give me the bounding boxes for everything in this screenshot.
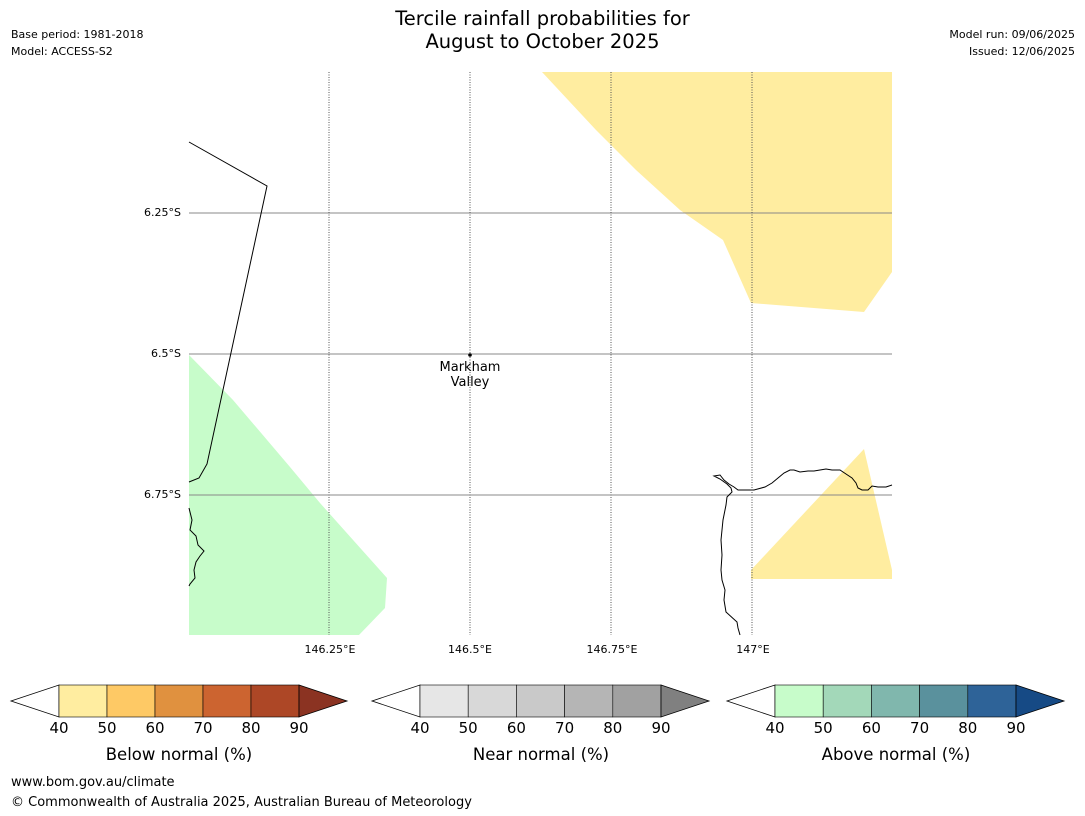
lon-tick-label: 147°E <box>736 643 770 656</box>
legend-label-near-normal: Near normal (%) <box>472 745 610 764</box>
colorbar-segment <box>612 684 662 718</box>
model-name: Model: ACCESS-S2 <box>11 45 113 58</box>
meta-right: Model run: 09/06/2025 Issued: 12/06/2025 <box>949 26 1075 60</box>
colorbar-segment <box>564 684 614 718</box>
title-line-1: Tercile rainfall probabilities for <box>395 7 690 30</box>
colorbar-segment <box>419 684 469 718</box>
coastline-east <box>712 468 893 636</box>
colorbar-tick-label: 60 <box>861 719 881 737</box>
below-normal-region-north <box>542 72 892 312</box>
legend-label-below-normal: Below normal (%) <box>105 745 253 764</box>
colorbar-segment <box>106 684 156 718</box>
colorbar-max-extension <box>660 684 711 718</box>
colorbar-tick-label: 90 <box>1006 719 1026 737</box>
coastlines <box>188 141 893 636</box>
colorbar-segment <box>250 684 300 718</box>
map-title: Tercile rainfall probabilities for Augus… <box>0 7 1085 53</box>
legend-label-above-normal: Above normal (%) <box>821 745 971 764</box>
colorbar-segment <box>774 684 824 718</box>
coastline-west <box>188 141 268 483</box>
colorbar-segment <box>967 684 1017 718</box>
colorbar-segment <box>822 684 872 718</box>
colorbar-tick-label: 90 <box>651 719 671 737</box>
location-marker-icon <box>468 353 472 357</box>
colorbar-tick-label: 60 <box>145 719 165 737</box>
colorbar-tick-label: 50 <box>97 719 117 737</box>
colorbar-tick-label: 40 <box>765 719 785 737</box>
footer-copyright: © Commonwealth of Australia 2025, Austra… <box>11 795 472 810</box>
below-normal-region-southeast <box>751 449 892 579</box>
place-name-line-1: Markham <box>439 360 501 375</box>
place-label-markham-valley: Markham Valley <box>410 360 530 390</box>
issued-date: Issued: 12/06/2025 <box>968 45 1075 58</box>
colorbar-segment <box>154 684 204 718</box>
colorbar-segment <box>467 684 517 718</box>
colorbar-tick-label: 90 <box>289 719 309 737</box>
colorbar-max-extension <box>298 684 349 718</box>
model-run: Model run: 09/06/2025 <box>949 28 1075 41</box>
coastline-southwest <box>188 507 205 587</box>
lon-tick-label: 146.75°E <box>586 643 638 656</box>
lon-tick-label: 146.5°E <box>448 643 492 656</box>
colorbar-tick-label: 50 <box>813 719 833 737</box>
meta-left: Base period: 1981-2018 Model: ACCESS-S2 <box>11 26 143 60</box>
colorbar-segment <box>516 684 565 718</box>
place-name-line-2: Valley <box>450 375 490 390</box>
colorbar-segment <box>919 684 969 718</box>
colorbar-above-normal <box>725 684 1066 718</box>
footer-url[interactable]: www.bom.gov.au/climate <box>11 775 175 790</box>
colorbar-tick-label: 40 <box>49 719 69 737</box>
colorbar-segment <box>202 684 252 718</box>
lat-tick-label: 6.25°S <box>144 206 181 219</box>
map-area <box>188 72 893 636</box>
colorbar-tick-label: 60 <box>506 719 526 737</box>
lat-tick-label: 6.5°S <box>151 347 181 360</box>
colorbar-tick-label: 40 <box>410 719 430 737</box>
colorbar-below-normal <box>9 684 349 718</box>
colorbar-min-extension <box>370 684 421 718</box>
colorbar-min-extension <box>725 684 776 718</box>
base-period: Base period: 1981-2018 <box>11 28 144 41</box>
latitude-gridlines <box>189 212 892 496</box>
colorbar-tick-label: 70 <box>193 719 213 737</box>
lon-tick-label: 146.25°E <box>304 643 356 656</box>
colorbar-max-extension <box>1015 684 1066 718</box>
colorbar-tick-label: 70 <box>555 719 575 737</box>
colorbar-tick-label: 80 <box>603 719 623 737</box>
colorbar-min-extension <box>9 684 60 718</box>
colorbar-group <box>9 684 1066 718</box>
title-line-2: August to October 2025 <box>425 30 660 53</box>
colorbar-tick-label: 80 <box>241 719 261 737</box>
colorbar-segment <box>58 684 108 718</box>
colorbar-tick-label: 80 <box>958 719 978 737</box>
colorbar-tick-label: 70 <box>910 719 930 737</box>
lat-tick-label: 6.75°S <box>144 488 181 501</box>
colorbar-near-normal <box>370 684 711 718</box>
colorbar-tick-label: 50 <box>458 719 478 737</box>
colorbar-segment <box>871 684 920 718</box>
